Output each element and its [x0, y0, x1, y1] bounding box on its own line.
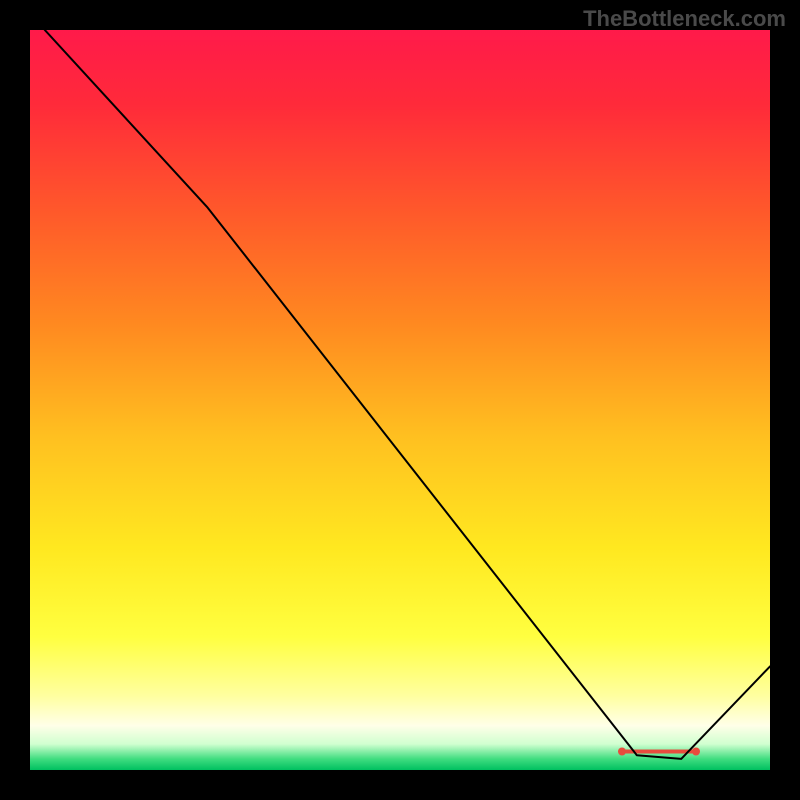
attribution-text: TheBottleneck.com [583, 6, 786, 32]
chart-overlay [30, 30, 770, 770]
plot-area [30, 30, 770, 770]
chart-container: { "attribution": { "text": "TheBottlenec… [0, 0, 800, 800]
data-line [45, 30, 770, 759]
